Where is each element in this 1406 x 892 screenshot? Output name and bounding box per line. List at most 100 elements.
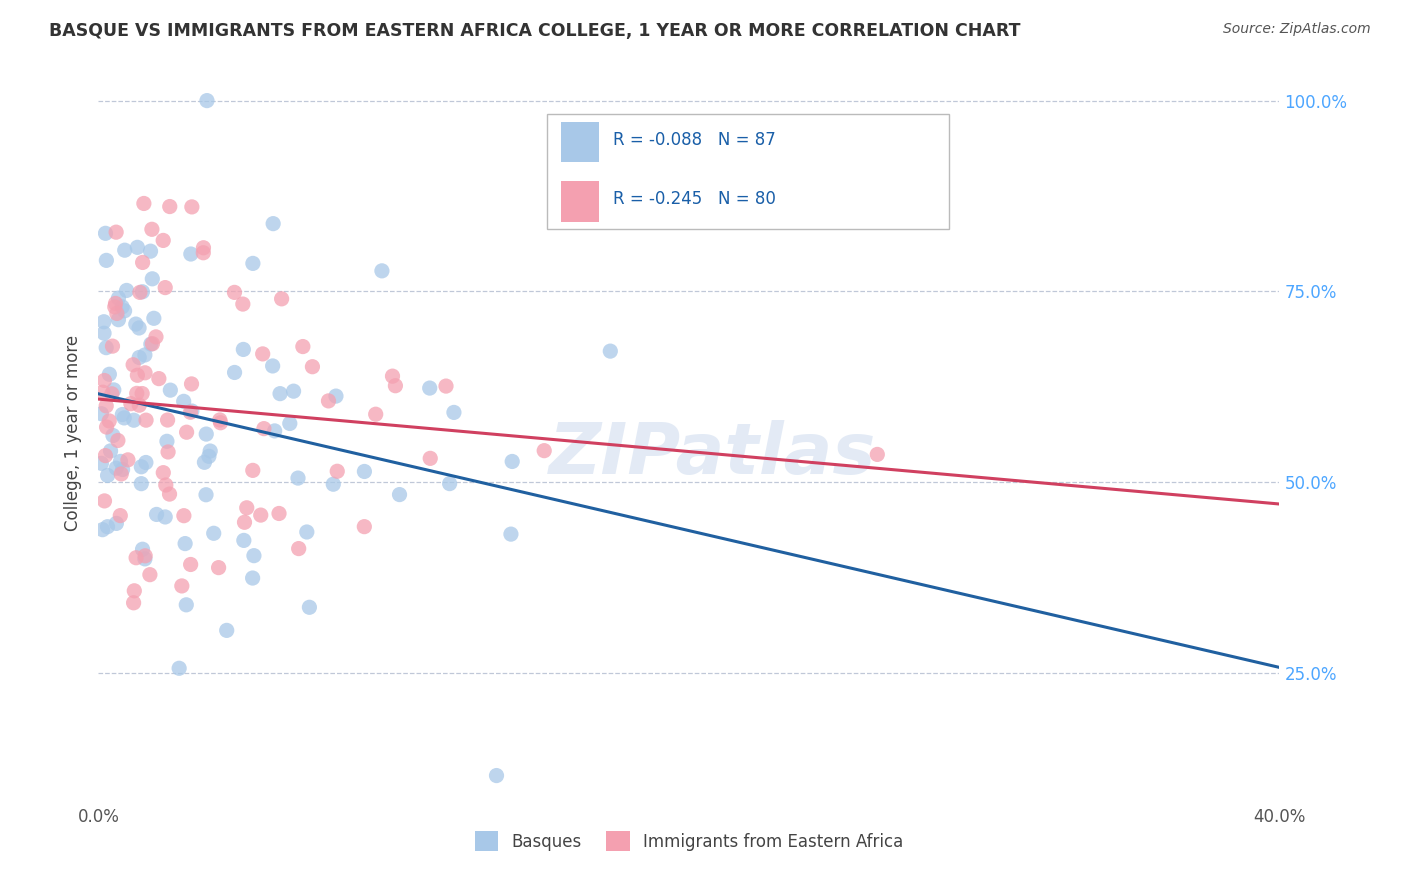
Legend: Basques, Immigrants from Eastern Africa: Basques, Immigrants from Eastern Africa	[468, 825, 910, 857]
Point	[101, 428, 124, 442]
Text: Source: ZipAtlas.com: Source: ZipAtlas.com	[1223, 22, 1371, 37]
Point	[243, 549, 266, 563]
Point	[139, 567, 162, 582]
Point	[104, 300, 127, 314]
Point	[326, 464, 349, 478]
Point	[159, 383, 181, 397]
Point	[111, 300, 134, 314]
Point	[364, 407, 387, 421]
Point	[127, 240, 149, 254]
Point	[866, 447, 889, 461]
Point	[90, 456, 112, 470]
Point	[90, 407, 112, 421]
Point	[127, 368, 149, 383]
Point	[270, 292, 292, 306]
Point	[129, 476, 152, 491]
Point	[242, 256, 264, 270]
Point	[443, 405, 465, 419]
Point	[485, 768, 508, 782]
Point	[263, 424, 285, 438]
Point	[193, 241, 215, 255]
Point	[287, 471, 309, 485]
Point	[93, 326, 115, 341]
Y-axis label: College, 1 year or more: College, 1 year or more	[65, 334, 83, 531]
Point	[145, 508, 167, 522]
Point	[139, 244, 162, 259]
Point	[142, 311, 165, 326]
Point	[141, 222, 163, 236]
Point	[287, 541, 309, 556]
Point	[107, 291, 129, 305]
Point	[499, 527, 522, 541]
Point	[105, 225, 128, 239]
Point	[134, 348, 156, 362]
Point	[114, 243, 136, 257]
Point	[124, 583, 146, 598]
Point	[208, 413, 231, 427]
Point	[131, 542, 153, 557]
Point	[269, 386, 291, 401]
Point	[170, 579, 193, 593]
Point	[105, 516, 128, 531]
Point	[107, 434, 129, 448]
Point	[96, 399, 118, 413]
Point	[129, 285, 152, 300]
Point	[318, 393, 340, 408]
Point	[180, 247, 202, 261]
Point	[434, 379, 457, 393]
Point	[232, 533, 254, 548]
Point	[198, 444, 221, 458]
Point	[167, 661, 190, 675]
Point	[122, 358, 145, 372]
Point	[115, 284, 138, 298]
Point	[202, 526, 225, 541]
Point	[91, 385, 114, 400]
Point	[96, 420, 118, 434]
Point	[100, 443, 122, 458]
Point	[120, 397, 142, 411]
Point	[371, 264, 394, 278]
Point	[134, 549, 156, 563]
Point	[131, 386, 153, 401]
Point	[599, 344, 621, 359]
Point	[139, 337, 162, 351]
Point	[132, 196, 155, 211]
Point	[131, 255, 153, 269]
Point	[101, 386, 124, 401]
Point	[215, 624, 238, 638]
Point	[93, 494, 115, 508]
Point	[148, 371, 170, 385]
Point	[105, 306, 128, 320]
Point	[193, 245, 215, 260]
Point	[141, 272, 163, 286]
Point	[501, 454, 523, 468]
Point	[353, 465, 375, 479]
Point	[301, 359, 323, 374]
Point	[207, 560, 229, 574]
Point	[152, 466, 174, 480]
Point	[180, 200, 202, 214]
FancyBboxPatch shape	[561, 181, 599, 221]
Point	[156, 413, 179, 427]
Point	[135, 413, 157, 427]
Point	[193, 455, 215, 469]
FancyBboxPatch shape	[547, 114, 949, 229]
Point	[128, 398, 150, 412]
Point	[111, 408, 134, 422]
Point	[252, 347, 274, 361]
Point	[224, 366, 246, 380]
Point	[101, 339, 124, 353]
Point	[233, 516, 256, 530]
Point	[110, 508, 132, 523]
Point	[94, 449, 117, 463]
Point	[141, 336, 163, 351]
Point	[176, 425, 198, 440]
Point	[156, 434, 179, 449]
Point	[155, 478, 177, 492]
Point	[110, 467, 132, 481]
Point	[322, 477, 344, 491]
Point	[96, 519, 118, 533]
Point	[122, 413, 145, 427]
Point	[145, 330, 167, 344]
Point	[112, 411, 135, 425]
